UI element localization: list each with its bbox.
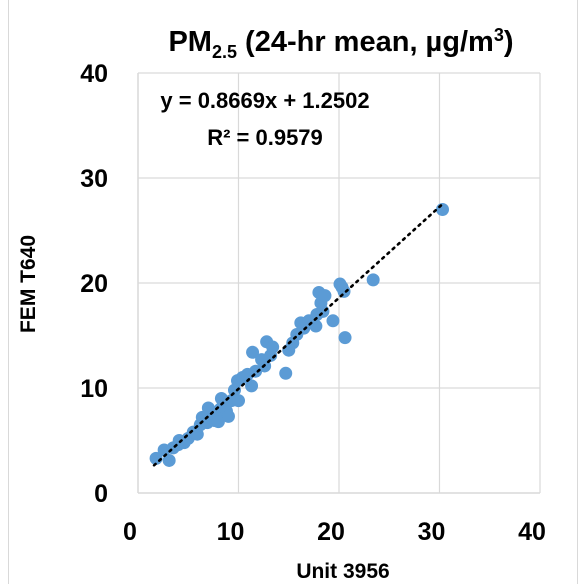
title-superscript: 3 xyxy=(494,25,504,45)
y-tick-label: 30 xyxy=(80,165,108,193)
y-tick-label: 10 xyxy=(80,375,108,403)
axes xyxy=(137,73,540,494)
trendline xyxy=(152,202,444,467)
title-close: ) xyxy=(504,26,514,58)
data-point xyxy=(266,340,280,354)
data-point xyxy=(279,366,293,380)
y-tick-label: 40 xyxy=(80,60,108,88)
equation-label: y = 0.8669x + 1.2502 xyxy=(160,88,369,113)
trendline-group xyxy=(152,202,444,467)
chart-frame: PM2.5 (24-hr mean, µg/m3) 0 10 20 30 40 0 10 20… xyxy=(8,0,578,584)
title-rest: (24-hr mean, µg/m xyxy=(237,26,494,58)
data-point xyxy=(162,453,176,467)
x-tick-label: 10 xyxy=(217,518,245,546)
data-point xyxy=(245,379,259,393)
title-base: PM xyxy=(168,26,212,58)
data-point xyxy=(246,345,260,359)
data-point xyxy=(316,304,330,318)
data-point xyxy=(232,394,245,408)
y-tick-label: 20 xyxy=(80,270,108,298)
data-point xyxy=(221,409,235,423)
data-point xyxy=(338,331,352,345)
tick-labels: 0 10 20 30 40 0 10 20 30 40 xyxy=(80,60,546,546)
x-axis-label: Unit 3956 xyxy=(296,560,389,583)
data-point xyxy=(318,289,332,303)
x-tick-label: 40 xyxy=(518,518,546,546)
data-point xyxy=(309,319,323,333)
scatter-chart: PM2.5 (24-hr mean, µg/m3) 0 10 20 30 40 0 10 20… xyxy=(17,25,546,583)
r-squared-label: R² = 0.9579 xyxy=(207,125,323,150)
data-point xyxy=(436,203,450,216)
x-tick-label: 30 xyxy=(418,518,446,546)
chart-title: PM2.5 (24-hr mean, µg/m3) xyxy=(168,25,513,62)
y-tick-label: 0 xyxy=(94,480,108,508)
data-point xyxy=(211,415,225,429)
title-subscript: 2.5 xyxy=(212,42,237,62)
data-point xyxy=(337,284,351,298)
y-axis-label: FEM T640 xyxy=(17,235,40,333)
data-point xyxy=(366,273,380,287)
data-point xyxy=(326,314,340,328)
x-tick-label: 0 xyxy=(123,518,137,546)
x-tick-label: 20 xyxy=(317,518,345,546)
